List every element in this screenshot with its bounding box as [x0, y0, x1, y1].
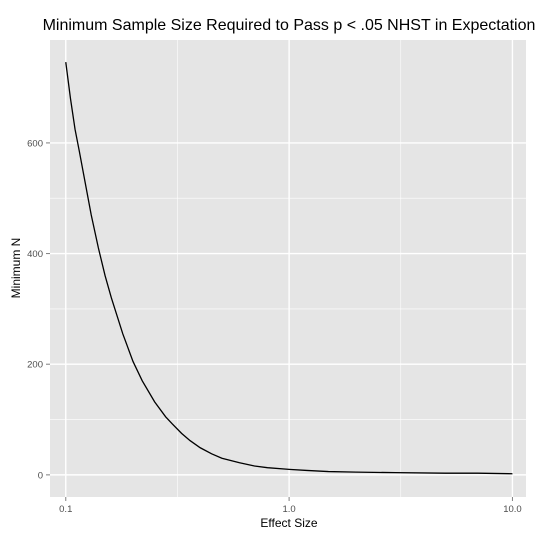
gridlines: [50, 40, 526, 497]
series-line: [65, 62, 513, 475]
y-axis: 0 200 400 600: [27, 138, 50, 481]
x-axis: 0.1 1.0 10.0: [59, 497, 522, 515]
y-tick-label: 400: [27, 249, 43, 260]
y-tick-label: 600: [27, 138, 43, 149]
chart-title: Minimum Sample Size Required to Pass p <…: [43, 17, 536, 34]
x-tick-label: 1.0: [282, 504, 295, 515]
x-tick-label: 0.1: [59, 504, 72, 515]
x-axis-label: Effect Size: [260, 516, 317, 530]
plot-panel: [50, 40, 526, 497]
y-tick-label: 200: [27, 360, 43, 371]
y-tick-label: 0: [38, 470, 43, 481]
x-tick-label: 10.0: [503, 504, 522, 515]
y-axis-label: Minimum N: [9, 238, 23, 299]
